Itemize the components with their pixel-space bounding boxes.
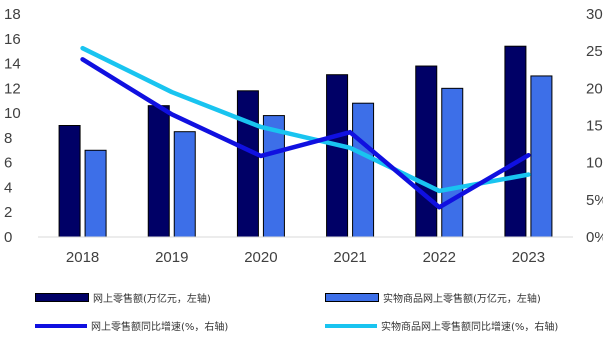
legend-label-physical-growth: 实物商品网上零售额同比增速(%，右轴) (381, 322, 559, 333)
legend-label-online-growth: 网上零售额同比增速(%，右轴) (91, 322, 229, 333)
x-axis-tick-label: 2022 (423, 249, 456, 266)
x-axis-tick-label: 2021 (333, 249, 366, 266)
line-series (80, 45, 531, 210)
bar-physical-retail-2022 (441, 87, 464, 238)
x-axis-ticks: 2018 2019 2020 2021 2022 2023 (66, 249, 545, 266)
x-axis-tick-label: 2019 (155, 249, 188, 266)
right-axis-tick-label: 5% (586, 192, 603, 209)
right-axis-ticks: 0% 5% 10% 15% 20% 25% 30% (586, 6, 603, 246)
x-axis-tick-label: 2018 (66, 249, 99, 266)
x-axis-tick-label: 2020 (244, 249, 277, 266)
legend-item-online-growth: 网上零售额同比增速(%，右轴) (35, 318, 228, 333)
left-axis-tick-label: 12 (4, 80, 21, 97)
legend-item-online-retail: 网上零售额(万亿元，左轴) (35, 290, 211, 305)
line-online-growth (80, 57, 531, 210)
chart: 0 2 4 6 8 10 12 14 16 18 0% 5% 10% 15% 20% 25% 30% 2018… (4, 6, 603, 266)
legend-swatch-online-growth (35, 323, 87, 328)
left-axis-tick-label: 0 (4, 229, 12, 246)
left-axis-tick-label: 4 (4, 179, 12, 196)
bar-online-retail-2018 (58, 125, 81, 238)
bar-online-retail-2019 (147, 105, 170, 238)
bar-online-retail-2022 (415, 65, 438, 238)
legend-swatch-physical-growth (325, 323, 377, 328)
left-axis-tick-label: 14 (4, 56, 21, 73)
legend-item-physical-retail: 实物商品网上零售额(万亿元，左轴) (325, 290, 541, 305)
legend-label-physical-retail: 实物商品网上零售额(万亿元，左轴) (383, 294, 541, 305)
bar-physical-retail-2021 (352, 102, 375, 238)
bar-online-retail-2021 (326, 74, 349, 238)
bar-online-retail-2023 (504, 45, 527, 238)
right-axis-tick-label: 10% (586, 155, 603, 172)
bar-physical-retail-2019 (173, 131, 196, 238)
left-axis-ticks: 0 2 4 6 8 10 12 14 16 18 (4, 6, 21, 246)
legend: 网上零售额(万亿元，左轴) 实物商品网上零售额(万亿元，左轴) 网上零售额同比增… (0, 282, 603, 338)
bar-series (58, 45, 553, 238)
right-axis-tick-label: 20% (586, 80, 603, 97)
right-axis-tick-label: 0% (586, 229, 603, 246)
bar-physical-retail-2023 (530, 75, 553, 238)
left-axis-tick-label: 16 (4, 31, 21, 48)
legend-label-online-retail: 网上零售额(万亿元，左轴) (93, 294, 211, 305)
left-axis-tick-label: 10 (4, 105, 21, 122)
legend-item-physical-growth: 实物商品网上零售额同比增速(%，右轴) (325, 318, 558, 333)
right-axis-tick-label: 15% (586, 118, 603, 135)
left-axis-tick-label: 8 (4, 130, 12, 147)
left-axis-tick-label: 18 (4, 6, 21, 23)
line-physical-growth (80, 45, 531, 194)
legend-swatch-online-retail (35, 293, 89, 302)
bar-online-retail-2020 (236, 90, 259, 238)
left-axis-tick-label: 2 (4, 204, 12, 221)
right-axis-tick-label: 30% (586, 6, 603, 23)
legend-swatch-physical-retail (325, 293, 379, 302)
left-axis-tick-label: 6 (4, 155, 12, 172)
right-axis-tick-label: 25% (586, 43, 603, 60)
bar-physical-retail-2018 (84, 149, 107, 238)
x-axis-tick-label: 2023 (512, 249, 545, 266)
